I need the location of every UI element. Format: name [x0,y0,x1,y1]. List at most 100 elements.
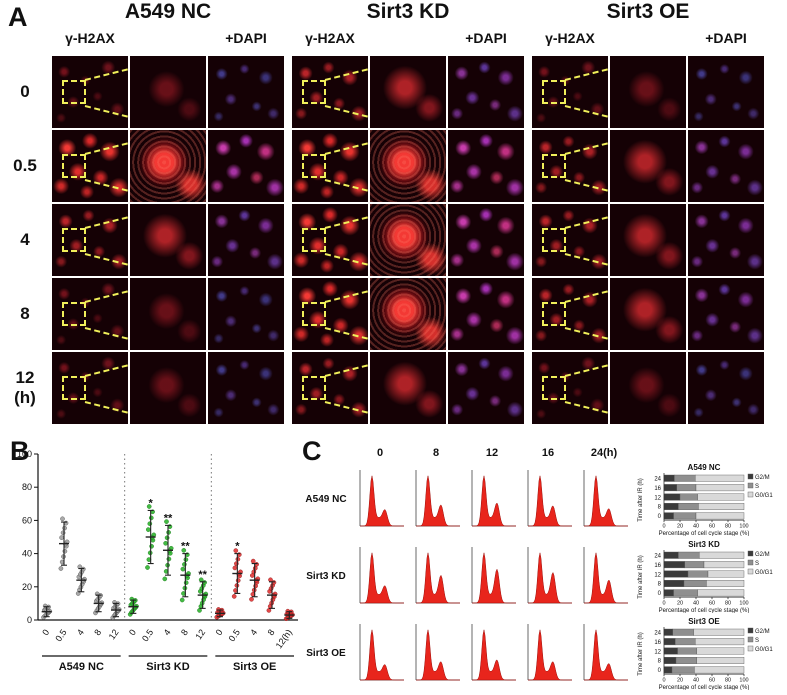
flow-histogram [578,618,630,690]
svg-text:4: 4 [162,627,173,637]
svg-text:8: 8 [179,627,190,637]
roi-box [302,376,326,400]
svg-text:Sirt3 OE: Sirt3 OE [233,661,276,673]
svg-text:G2/M: G2/M [755,475,770,481]
svg-text:16: 16 [654,563,661,569]
group-title: A549 NC [124,0,212,23]
micro-image [130,130,206,202]
svg-text:0: 0 [658,668,662,674]
stain-headers: γ-H2AX +DAPI [52,30,284,52]
roi-box [542,376,566,400]
svg-text:Percentage of cell cycle stage: Percentage of cell cycle stage (%) [659,685,750,690]
roi-box [302,302,326,326]
micro-image [532,56,608,128]
flow-histogram [410,541,462,613]
svg-text:G2/M: G2/M [755,629,770,635]
svg-text:80: 80 [725,601,731,607]
micro-image [532,278,608,350]
micro-image [292,352,368,424]
stain-label-dapi: +DAPI [225,30,267,46]
micro-image [52,130,128,202]
flow-histogram [466,464,518,536]
svg-text:A549 NC: A549 NC [59,661,104,673]
stain-headers: γ-H2AX +DAPI [532,30,764,52]
row-label-0h: 0 [0,56,50,128]
micro-image [208,56,284,128]
svg-text:12(h): 12(h) [274,627,294,650]
svg-text:Sirt3 KD: Sirt3 KD [146,661,189,673]
cell-cycle-bar-chart: Sirt3 KD 24 16 12 8 0 0 20 40 60 80 100 Percentage o… [634,539,784,614]
roi-line [84,364,128,377]
micro-image [130,352,206,424]
svg-text:100: 100 [739,601,748,607]
svg-text:40: 40 [693,678,699,684]
roi-line [324,253,368,266]
micro-image [208,352,284,424]
svg-text:80: 80 [725,524,731,530]
roi-line [84,105,128,118]
svg-text:80: 80 [725,678,731,684]
roi-line [84,68,128,81]
micro-image [370,278,446,350]
stain-label-dapi: +DAPI [465,30,507,46]
micro-image [370,56,446,128]
row-label-text: 0 [20,82,30,101]
svg-text:8: 8 [266,627,277,637]
flow-histogram [354,618,406,690]
col-header-24h: 24(h) [590,447,618,459]
cell-cycle-bar-chart: Sirt3 OE 24 16 12 8 0 0 20 40 60 80 100 Percentage o… [634,616,784,691]
micro-image [532,352,608,424]
col-header-8h: 8 [432,447,440,459]
svg-text:*: * [235,541,240,553]
roi-box [62,228,86,252]
col-header-0h: 0 [376,447,384,459]
micro-image [52,352,128,424]
svg-text:16: 16 [654,640,661,646]
micro-image [688,204,764,276]
svg-text:Time after IR (h): Time after IR (h) [638,555,644,598]
group-sirt3-oe: Sirt3 OE γ-H2AX +DAPI [532,0,764,424]
micro-image [688,278,764,350]
micro-image [448,204,524,276]
flow-histogram [522,541,574,613]
micro-image [130,278,206,350]
row-label-text: 4 [20,230,30,249]
svg-text:0: 0 [214,627,225,637]
micro-image [52,56,128,128]
micro-image [130,204,206,276]
flow-histogram [578,541,630,613]
micro-image [532,204,608,276]
col-header-12h: 12 [485,447,499,459]
svg-text:60: 60 [709,524,715,530]
roi-line [84,142,128,155]
roi-line [324,401,368,414]
svg-text:S: S [755,638,759,644]
group-sirt3-kd: Sirt3 KD γ-H2AX +DAPI [292,0,524,424]
dot-plot-container: 0 20 40 60 80 100 0 0.5 4 8 12 A549 NC 0 * 0.5 ** 4 ** 8 **… [4,440,302,695]
panel-b-label: B [10,436,30,466]
svg-text:24: 24 [654,631,661,637]
svg-text:40: 40 [693,524,699,530]
roi-box [542,302,566,326]
roi-line [84,290,128,303]
micro-image [688,56,764,128]
svg-text:Time after IR (h): Time after IR (h) [638,478,644,521]
roi-line [324,179,368,192]
micro-image [688,130,764,202]
svg-text:8: 8 [92,627,103,637]
roi-box [62,376,86,400]
panel-b: B 0 20 40 60 80 100 0 0.5 4 8 12 A549 NC 0 * 0.5 ** 4 ** 8… [2,438,302,695]
micro-image [292,278,368,350]
roi-box [62,302,86,326]
panel-a: A 0 0.5 4 8 12 (h) A549 NC γ-H2AX +DAPI … [0,0,764,424]
svg-text:**: ** [181,541,190,553]
roi-line [84,253,128,266]
svg-text:12: 12 [654,649,661,655]
svg-text:Percentage of cell cycle stage: Percentage of cell cycle stage (%) [659,608,750,613]
roi-line [564,216,608,229]
roi-box [302,80,326,104]
svg-text:**: ** [198,569,207,581]
image-grid [532,56,764,424]
svg-text:60: 60 [709,601,715,607]
